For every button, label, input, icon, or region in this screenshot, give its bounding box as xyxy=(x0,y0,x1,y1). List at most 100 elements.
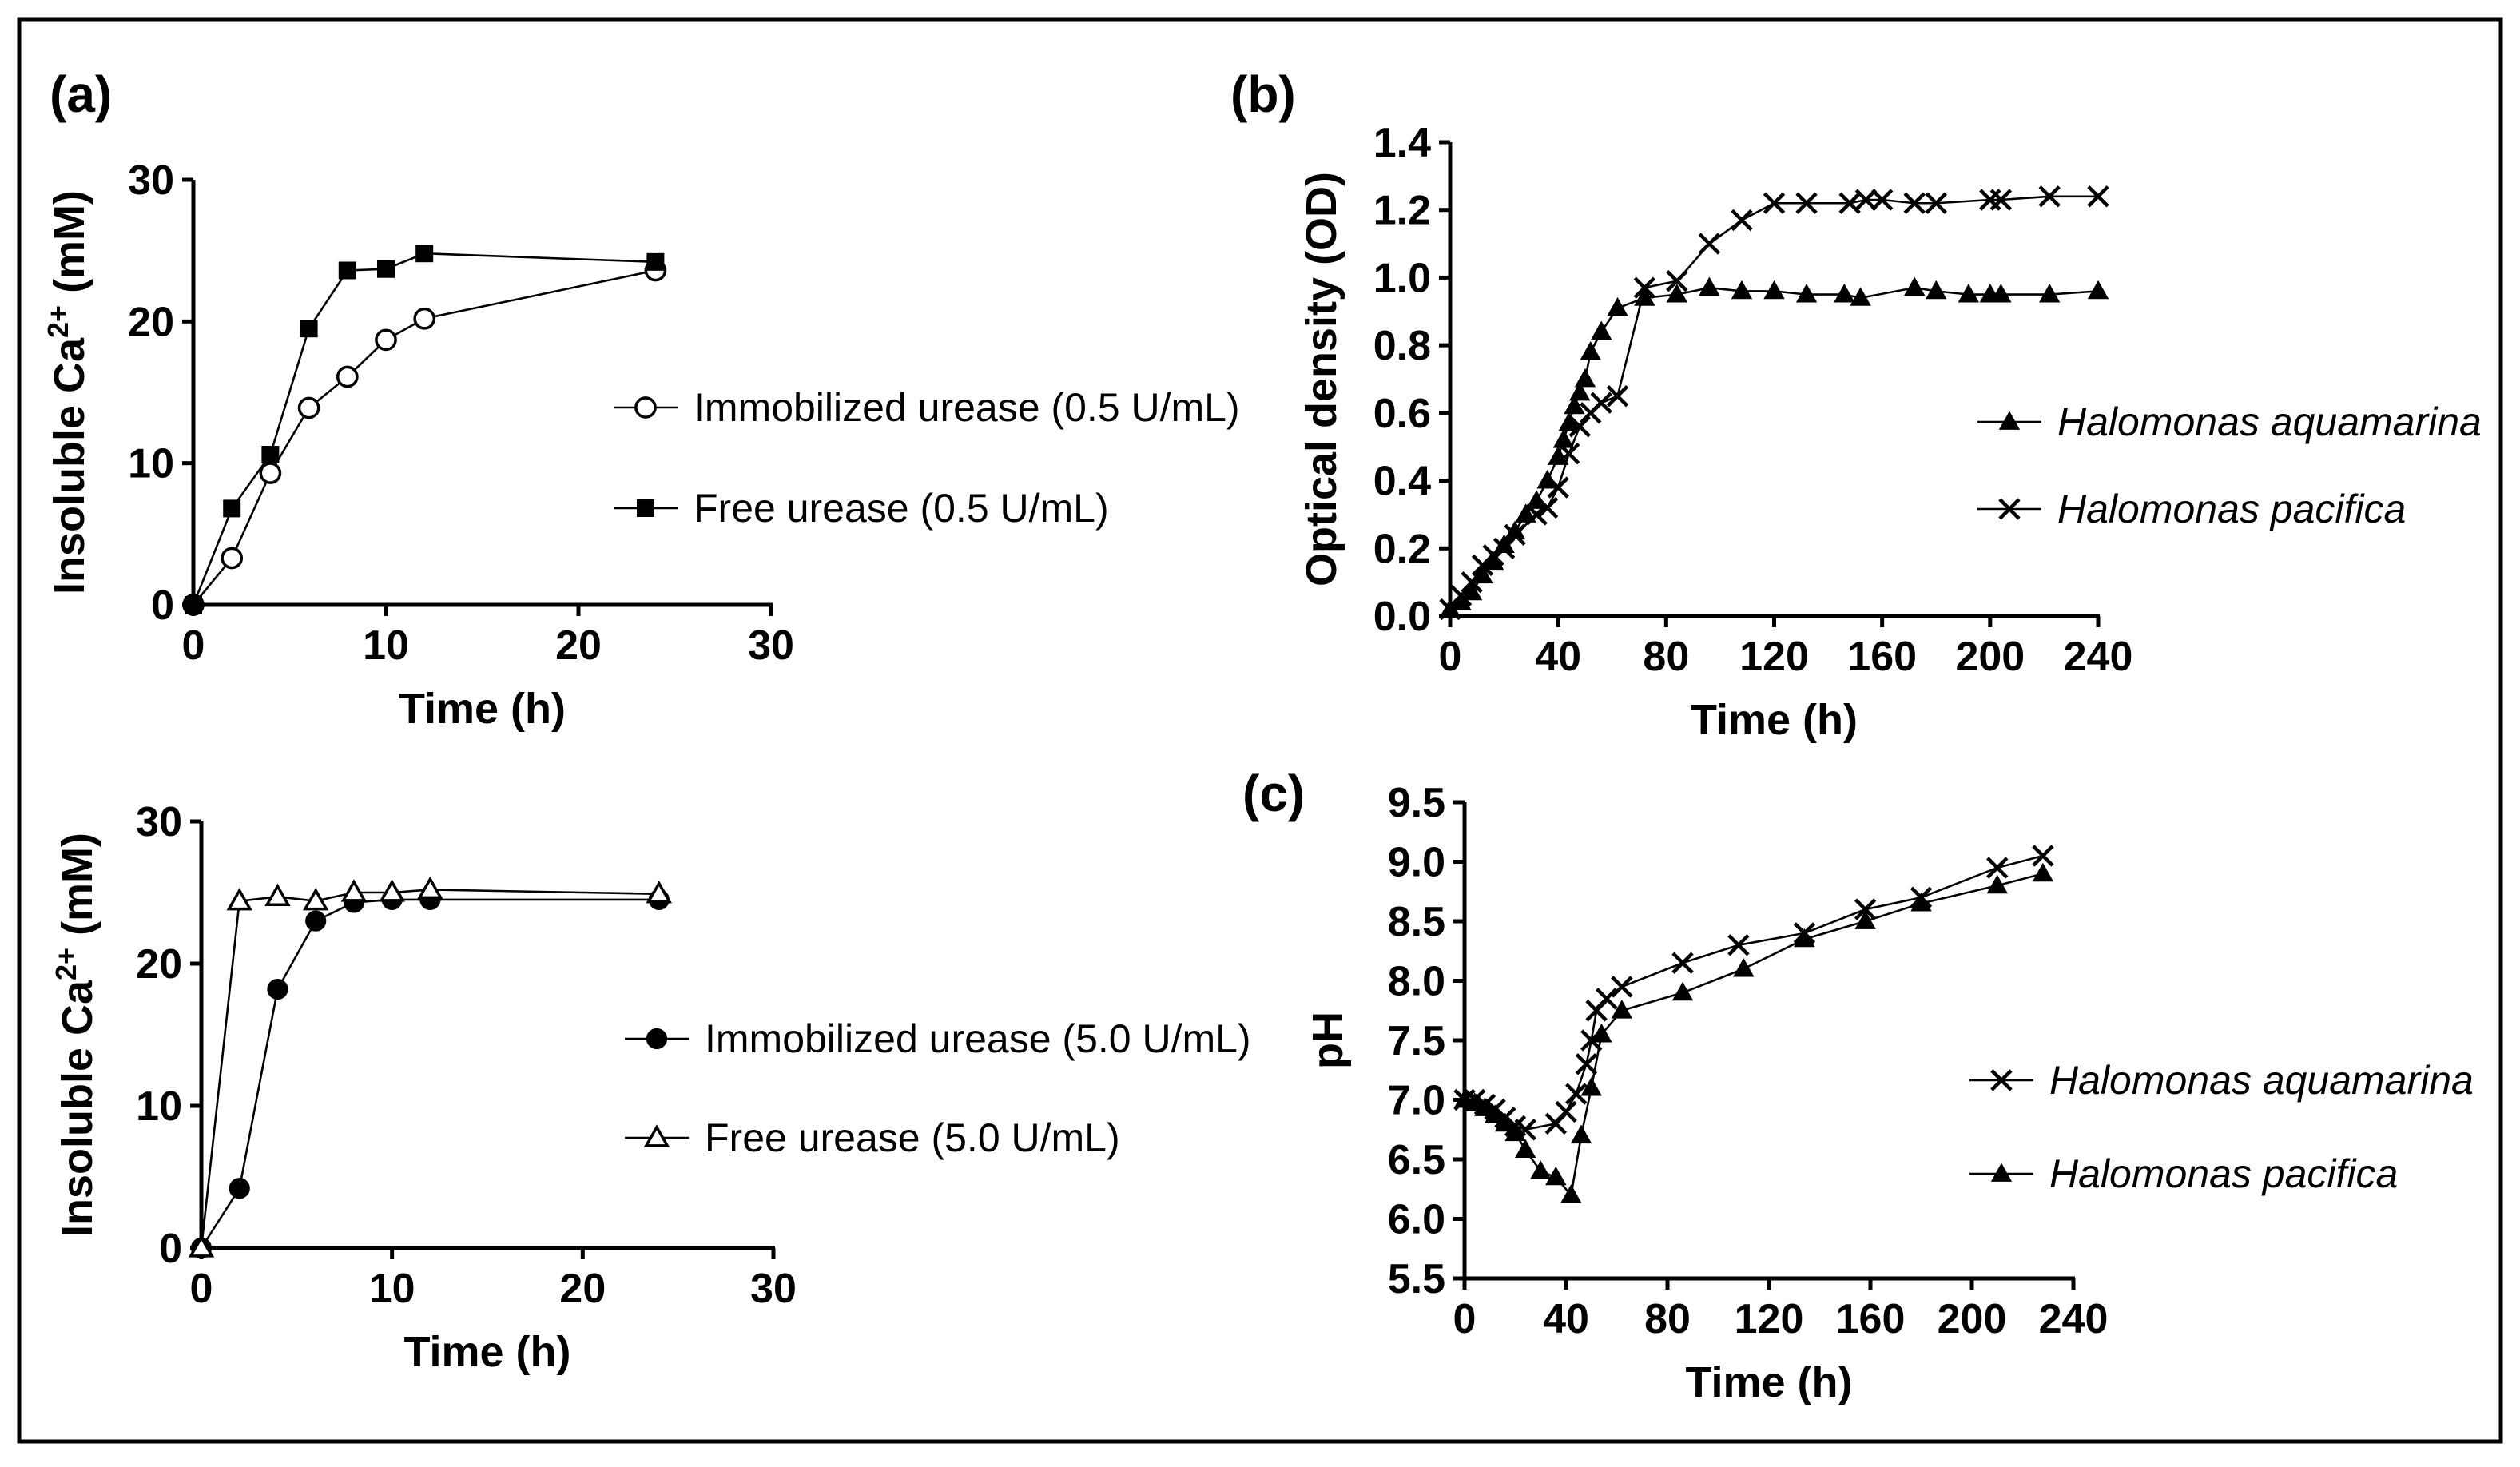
b-data-point xyxy=(1850,287,1871,306)
a2-y-tick-label: 0 xyxy=(159,1226,182,1272)
b-y-tick-label: 0.2 xyxy=(1373,526,1431,572)
b-data-point xyxy=(1574,368,1596,388)
b-y-axis-title: Optical density (OD) xyxy=(1298,172,1345,586)
c-data-point xyxy=(1515,1139,1536,1158)
a1-y-tick-label: 0 xyxy=(151,582,174,629)
a1-data-point xyxy=(415,245,434,263)
a2-data-point xyxy=(267,978,288,1000)
a2-y-tick-label: 10 xyxy=(136,1083,182,1130)
a1-data-point xyxy=(375,328,397,352)
a2-x-tick-label: 10 xyxy=(369,1266,415,1312)
c-legend-marker xyxy=(1990,1163,2013,1182)
a1-y-tick-label: 30 xyxy=(128,157,174,204)
c-y-tick-label: 8.0 xyxy=(1388,959,1445,1005)
c-data-point xyxy=(1484,1104,1506,1123)
b-data-point xyxy=(1493,537,1516,559)
a2-legend-label: Immobilized urease (5.0 U/mL) xyxy=(705,1016,1251,1061)
b-data-point xyxy=(1449,584,1473,607)
a2-legend-entry-2: Free urease (5.0 U/mL) xyxy=(625,1115,1120,1160)
b-data-point xyxy=(1525,503,1548,526)
c-data-point xyxy=(2032,862,2054,882)
a1-series-free-urease-0-5-u-ml xyxy=(185,245,665,614)
a2-series-free-urease-5-0-u-ml xyxy=(188,876,673,1258)
c-data-point xyxy=(1504,1122,1526,1142)
c-data-point xyxy=(1580,1076,1602,1096)
c-data-point xyxy=(2032,845,2054,867)
a2-legend-entry-1: Immobilized urease (5.0 U/mL) xyxy=(625,1016,1251,1061)
b-y-tick-label: 1.2 xyxy=(1373,188,1431,234)
b-data-point xyxy=(1461,581,1483,601)
a2-x-tick-label: 30 xyxy=(750,1266,797,1312)
b-data-point xyxy=(1606,384,1629,408)
c-y-tick-label: 7.0 xyxy=(1388,1078,1445,1124)
c-data-point xyxy=(1611,1000,1633,1019)
b-data-point xyxy=(1989,189,2013,211)
a1-x-tick-label: 20 xyxy=(555,622,602,669)
a2-y-axis-title-main: Insoluble Ca xyxy=(54,980,101,1237)
a1-data-point xyxy=(185,596,202,614)
b-data-point xyxy=(1482,551,1504,570)
b-x-tick-label: 0 xyxy=(1439,634,1462,680)
b-data-point xyxy=(1547,476,1569,499)
a2-x-tick-label: 0 xyxy=(190,1266,213,1312)
c-y-tick-label: 7.5 xyxy=(1388,1018,1445,1064)
a1-legend-label: Immobilized urease (0.5 U/mL) xyxy=(694,385,1240,430)
b-legend-marker xyxy=(1998,498,2021,520)
c-data-point xyxy=(1591,1023,1612,1043)
a1-data-point xyxy=(261,446,280,464)
c-x-tick-label: 160 xyxy=(1836,1296,1906,1342)
a1-x-tick-label: 10 xyxy=(363,622,409,669)
b-data-point xyxy=(2038,185,2061,208)
c-y-tick-label: 5.5 xyxy=(1388,1256,1445,1302)
a1-y-axis-title-tail: (mM) xyxy=(46,190,93,305)
c-y-axis-title: pH xyxy=(1304,1012,1352,1069)
b-data-point xyxy=(1870,189,1894,211)
b-data-point xyxy=(2038,283,2061,303)
c-data-point xyxy=(1671,952,1694,974)
c-x-axis-title: Time (h) xyxy=(1685,1358,1852,1406)
b-data-point xyxy=(1903,192,1926,214)
a1-data-point xyxy=(646,252,665,271)
c-data-point xyxy=(1854,910,1876,929)
chart-a1: 0 10 20 30 0 10 20 30 Time (h) Insoluble Ca2+ (mM… xyxy=(42,157,1240,733)
b-data-point xyxy=(1580,340,1601,360)
c-data-point xyxy=(1555,1100,1577,1123)
b-data-point xyxy=(1439,598,1461,621)
b-x-axis-title: Time (h) xyxy=(1691,696,1858,744)
b-data-point xyxy=(1590,392,1612,414)
b-data-point xyxy=(1633,276,1655,299)
b-data-point xyxy=(1990,283,2012,303)
a1-legend-entry-2: Free urease (0.5 U/mL) xyxy=(614,486,1109,531)
a2-data-point xyxy=(226,887,252,911)
c-data-point xyxy=(1570,1124,1592,1144)
a2-legend-label: Free urease (5.0 U/mL) xyxy=(705,1115,1120,1160)
a1-x-axis-title: Time (h) xyxy=(399,685,566,733)
c-y-tick-label: 9.5 xyxy=(1388,780,1445,826)
a1-y-axis-title-main: Insoluble Ca xyxy=(46,337,93,594)
c-data-point xyxy=(1794,928,1815,948)
a1-legend-marker xyxy=(634,396,657,419)
b-legend-label: Halomonas aquamarina xyxy=(2057,400,2482,444)
a2-x-tick-label: 20 xyxy=(559,1266,606,1312)
panel-label-c: (c) xyxy=(1242,765,1305,822)
a2-data-point xyxy=(229,1178,250,1199)
c-data-point xyxy=(1494,1112,1516,1132)
c-data-point xyxy=(1560,1184,1582,1203)
c-x-tick-label: 200 xyxy=(1938,1296,2007,1342)
a1-data-point xyxy=(377,260,395,278)
a2-data-point xyxy=(646,881,673,904)
c-y-tick-label: 9.0 xyxy=(1388,840,1445,886)
a1-data-point xyxy=(300,320,318,338)
b-x-tick-label: 120 xyxy=(1739,634,1809,680)
c-y-tick-label: 6.0 xyxy=(1388,1197,1445,1243)
c-x-tick-label: 40 xyxy=(1543,1296,1589,1342)
a2-data-point xyxy=(305,910,327,932)
b-y-tick-label: 1.4 xyxy=(1373,120,1431,166)
b-data-point xyxy=(1557,442,1580,465)
b-data-point xyxy=(2087,280,2109,300)
b-data-point xyxy=(1795,192,1818,214)
b-legend-entry-2: Halomonas pacifica xyxy=(1977,487,2406,531)
b-data-point xyxy=(1504,523,1526,547)
b-data-point xyxy=(1504,520,1526,540)
